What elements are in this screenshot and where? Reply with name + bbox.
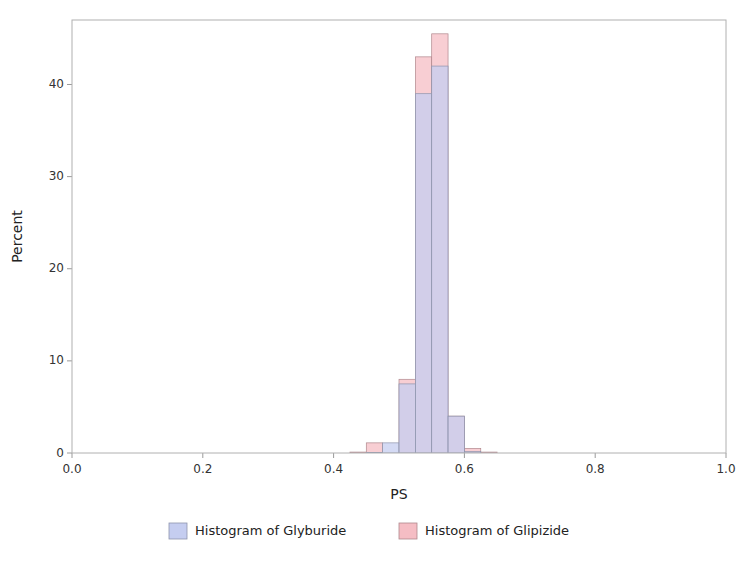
y-tick-label: 20 [49,261,64,275]
plot-frame [72,20,726,453]
y-tick-label: 30 [49,169,64,183]
x-tick-label: 1.0 [716,462,735,476]
y-axis-label: Percent [9,210,25,263]
series [366,66,480,453]
x-tick-label: 0.4 [324,462,343,476]
histogram-bar [448,416,464,453]
legend-label: Histogram of Glipizide [425,523,569,538]
y-tick [67,176,72,177]
legend: Histogram of Glyburide Histogram of Glipi… [169,523,569,540]
x-tick-label: 0.0 [62,462,81,476]
y-tick-label: 40 [49,77,64,91]
x-tick [595,453,596,458]
legend-swatch [399,523,417,539]
x-tick-label: 0.2 [193,462,212,476]
x-tick [72,453,73,458]
histogram-bar [415,94,431,453]
histogram-bar [464,448,480,453]
histogram-bar [415,57,431,453]
legend-label: Histogram of Glyburide [195,523,346,538]
y-tick [67,453,72,454]
x-axis-label: PS [390,486,407,502]
x-tick [202,453,203,458]
histogram-bar [448,416,464,453]
bars [350,34,497,453]
y-tick [67,360,72,361]
legend-swatch [169,523,187,539]
histogram-bar [399,379,415,453]
histogram-bar [399,384,415,453]
histogram-bar [432,34,448,453]
x-tick [464,453,465,458]
chart: 0 10 20 30 40 0.0 0.2 0.4 0.6 0.8 1.0 PS Percent Hist… [0,0,750,563]
y-tick-label: 0 [56,446,64,460]
histogram-bar [366,443,382,453]
x-tick-label: 0.8 [586,462,605,476]
histogram-bar [432,66,448,453]
y-tick [67,84,72,85]
y-tick-label: 10 [49,353,64,367]
x-tick [333,453,334,458]
y-tick [67,268,72,269]
histogram-bar [383,443,399,453]
series [350,34,497,453]
x-tick-label: 0.6 [455,462,474,476]
x-tick [726,453,727,458]
